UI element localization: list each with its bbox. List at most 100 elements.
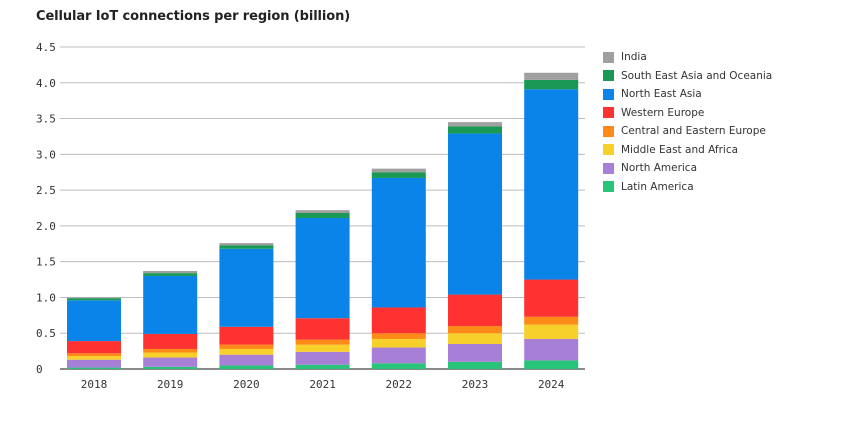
y-tick-label: 2.5 bbox=[36, 184, 56, 197]
bar-segment-middle-east-and-africa-2022 bbox=[371, 338, 426, 348]
legend-swatch bbox=[603, 144, 614, 156]
bar-segment-western-europe-2021 bbox=[295, 318, 350, 340]
legend-item: North America bbox=[603, 159, 772, 178]
bar-segment-latin-america-2022 bbox=[371, 363, 426, 369]
y-tick-label: 4.5 bbox=[36, 41, 56, 54]
bar-segment-middle-east-and-africa-2020 bbox=[219, 348, 274, 355]
bar-segment-south-east-asia-and-oceania-2021 bbox=[295, 213, 350, 219]
x-tick-label: 2022 bbox=[386, 378, 413, 391]
y-tick-label: 1.0 bbox=[36, 291, 56, 304]
legend-label: South East Asia and Oceania bbox=[621, 69, 773, 82]
bar-segment-south-east-asia-and-oceania-2023 bbox=[448, 126, 502, 134]
bar-segment-north-east-asia-2024 bbox=[524, 89, 579, 280]
legend-swatch bbox=[603, 88, 614, 100]
legend-swatch bbox=[603, 125, 614, 137]
legend-label: Middle East and Africa bbox=[621, 143, 739, 156]
bar-segment-north-east-asia-2021 bbox=[295, 218, 350, 319]
legend-label: Central and Eastern Europe bbox=[621, 125, 766, 138]
bar-segment-central-and-eastern-europe-2022 bbox=[371, 333, 426, 339]
bar-segment-central-and-eastern-europe-2024 bbox=[524, 316, 579, 325]
x-tick-label: 2024 bbox=[538, 378, 565, 391]
legend-swatch bbox=[603, 181, 614, 193]
bar-segment-north-east-asia-2023 bbox=[448, 133, 502, 295]
bar-segment-south-east-asia-and-oceania-2019 bbox=[143, 273, 198, 276]
bar-segment-middle-east-and-africa-2021 bbox=[295, 344, 350, 352]
bar-segment-india-2018 bbox=[67, 297, 121, 299]
bar-segment-south-east-asia-and-oceania-2018 bbox=[67, 298, 121, 301]
x-tick-label: 2018 bbox=[81, 378, 108, 391]
legend-label: Latin America bbox=[621, 180, 694, 193]
bar-segment-north-america-2020 bbox=[219, 354, 274, 366]
bar-segment-western-europe-2024 bbox=[524, 279, 579, 317]
legend-item: Latin America bbox=[603, 178, 772, 197]
bar-segment-central-and-eastern-europe-2023 bbox=[448, 326, 502, 334]
bar-segment-middle-east-and-africa-2024 bbox=[524, 324, 579, 339]
y-tick-label: 3.5 bbox=[36, 113, 56, 126]
bar-segment-north-america-2022 bbox=[371, 347, 426, 364]
bar-segment-western-europe-2018 bbox=[67, 341, 121, 354]
y-tick-label: 3.0 bbox=[36, 148, 56, 161]
legend-item: Middle East and Africa bbox=[603, 141, 772, 160]
bar-segment-north-east-asia-2019 bbox=[143, 275, 198, 334]
y-tick-label: 0 bbox=[36, 363, 43, 376]
bar-segment-india-2022 bbox=[371, 168, 426, 173]
bar-segment-north-america-2019 bbox=[143, 357, 198, 367]
bar-segment-india-2024 bbox=[524, 72, 579, 80]
bar-segment-western-europe-2019 bbox=[143, 333, 198, 349]
legend-swatch bbox=[603, 51, 614, 63]
bar-segment-india-2023 bbox=[448, 122, 502, 127]
bar-segment-india-2020 bbox=[219, 243, 274, 246]
legend-label: India bbox=[621, 51, 647, 64]
bar-segment-middle-east-and-africa-2018 bbox=[67, 356, 121, 360]
bar-segment-india-2021 bbox=[295, 210, 350, 214]
x-tick-label: 2019 bbox=[157, 378, 184, 391]
y-tick-label: 4.0 bbox=[36, 77, 56, 90]
bar-segment-south-east-asia-and-oceania-2022 bbox=[371, 172, 426, 178]
bar-segment-central-and-eastern-europe-2018 bbox=[67, 353, 121, 357]
x-tick-label: 2021 bbox=[309, 378, 336, 391]
y-tick-label: 2.0 bbox=[36, 220, 56, 233]
bar-segment-central-and-eastern-europe-2020 bbox=[219, 344, 274, 349]
bar-segment-north-east-asia-2022 bbox=[371, 177, 426, 308]
x-tick-label: 2020 bbox=[233, 378, 260, 391]
chart-legend: India South East Asia and Oceania North Ea… bbox=[603, 48, 772, 196]
legend-label: Western Europe bbox=[621, 106, 705, 119]
bar-segment-india-2019 bbox=[143, 270, 198, 274]
bar-segment-central-and-eastern-europe-2019 bbox=[143, 348, 198, 353]
bar-segment-middle-east-and-africa-2023 bbox=[448, 333, 502, 344]
bar-segment-north-america-2021 bbox=[295, 351, 350, 365]
legend-label: North America bbox=[621, 162, 698, 175]
legend-item: North East Asia bbox=[603, 85, 772, 104]
bar-segment-north-america-2018 bbox=[67, 359, 121, 368]
bar-segment-western-europe-2020 bbox=[219, 326, 274, 345]
legend-swatch bbox=[603, 107, 614, 119]
bar-segment-western-europe-2023 bbox=[448, 294, 502, 327]
bar-segment-north-east-asia-2018 bbox=[67, 300, 121, 342]
bar-segment-middle-east-and-africa-2019 bbox=[143, 352, 198, 358]
legend-label: North East Asia bbox=[621, 88, 702, 101]
legend-item: India bbox=[603, 48, 772, 67]
bar-segment-north-america-2023 bbox=[448, 343, 502, 362]
legend-item: Western Europe bbox=[603, 104, 772, 123]
y-tick-label: 0.5 bbox=[36, 327, 56, 340]
bar-segment-latin-america-2023 bbox=[448, 361, 502, 369]
bar-segment-latin-america-2020 bbox=[219, 365, 274, 369]
bar-segment-central-and-eastern-europe-2021 bbox=[295, 339, 350, 345]
legend-swatch bbox=[603, 70, 614, 82]
bar-segment-latin-america-2018 bbox=[67, 367, 121, 369]
bar-segment-north-america-2024 bbox=[524, 338, 579, 361]
legend-swatch bbox=[603, 162, 614, 174]
x-tick-label: 2023 bbox=[462, 378, 489, 391]
bar-segment-north-east-asia-2020 bbox=[219, 248, 274, 327]
legend-item: South East Asia and Oceania bbox=[603, 67, 772, 86]
bar-segment-western-europe-2022 bbox=[371, 307, 426, 334]
y-tick-label: 1.5 bbox=[36, 256, 56, 269]
bar-segment-latin-america-2024 bbox=[524, 360, 579, 369]
bar-segment-latin-america-2021 bbox=[295, 364, 350, 369]
legend-item: Central and Eastern Europe bbox=[603, 122, 772, 141]
bar-segment-latin-america-2019 bbox=[143, 366, 198, 369]
chart-title: Cellular IoT connections per region (bil… bbox=[36, 9, 351, 24]
bar-segment-south-east-asia-and-oceania-2024 bbox=[524, 79, 579, 90]
bar-segment-south-east-asia-and-oceania-2020 bbox=[219, 245, 274, 249]
